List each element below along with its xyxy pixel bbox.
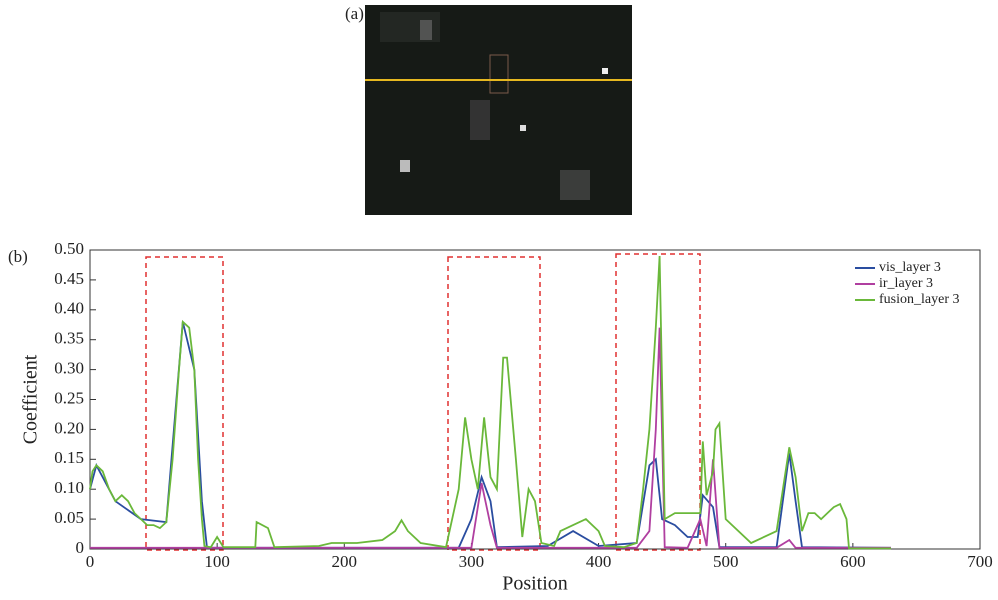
- y-tick-label: 0.35: [54, 329, 84, 348]
- series-line: [90, 327, 891, 549]
- image-panel: [365, 5, 632, 215]
- legend-label: ir_layer 3: [879, 276, 933, 291]
- y-tick-label: 0.40: [54, 299, 84, 318]
- x-tick-label: 600: [840, 552, 866, 571]
- y-tick-label: 0.20: [54, 418, 84, 437]
- panel-label: (b): [8, 247, 28, 266]
- y-tick-label: 0.25: [54, 388, 84, 407]
- x-tick-label: 700: [967, 552, 993, 571]
- x-tick-label: 300: [459, 552, 485, 571]
- y-tick-label: 0: [76, 538, 85, 557]
- x-tick-label: 0: [86, 552, 95, 571]
- x-axis-label: Position: [502, 573, 568, 595]
- series-line: [89, 255, 891, 550]
- x-tick-label: 500: [713, 552, 739, 571]
- x-tick-label: 100: [204, 552, 230, 571]
- x-tick-label: 400: [586, 552, 612, 571]
- y-tick-label: 0.30: [54, 359, 84, 378]
- y-axis-label: Coefficient: [20, 354, 42, 444]
- y-tick-label: 0.50: [54, 239, 84, 258]
- y-tick-label: 0.10: [54, 478, 84, 497]
- legend-label: vis_layer 3: [879, 260, 941, 275]
- y-tick-label: 0.45: [54, 269, 84, 288]
- y-tick-label: 0.05: [54, 508, 84, 527]
- panel-label: (a): [345, 4, 364, 23]
- y-tick-label: 0.15: [54, 448, 84, 467]
- x-tick-label: 200: [332, 552, 358, 571]
- highlight-boxes: [145, 253, 701, 551]
- legend-label: fusion_layer 3: [879, 292, 959, 307]
- series-line: [89, 321, 892, 549]
